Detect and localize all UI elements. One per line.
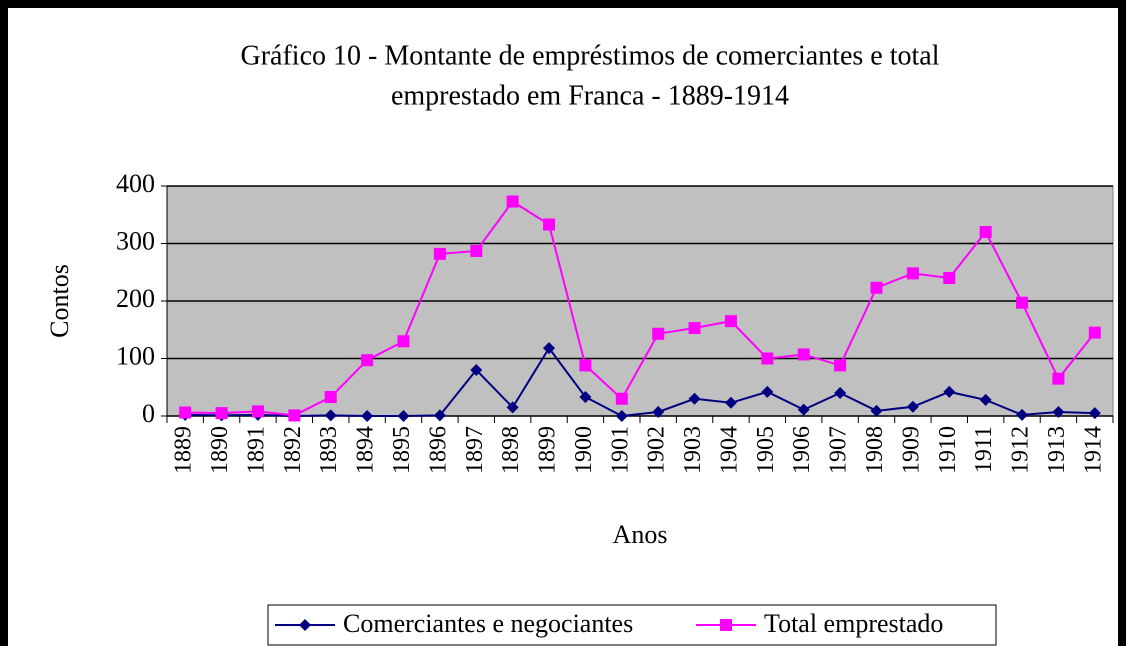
data-point: [615, 392, 628, 405]
x-tick-label: 1889: [171, 426, 197, 474]
legend: [267, 604, 997, 646]
legend-marker: [720, 619, 732, 631]
data-point: [543, 342, 556, 355]
series-line: [185, 346, 1095, 418]
x-tick-label: 1904: [716, 426, 742, 474]
x-tick-label: 1914: [1080, 426, 1106, 474]
data-point: [906, 400, 919, 413]
x-tick-label: 1897: [462, 426, 488, 474]
data-point: [397, 335, 410, 348]
x-tick-label: 1906: [789, 426, 815, 474]
x-axis-label: Anos: [613, 520, 668, 549]
y-axis-label: Contos: [45, 264, 74, 338]
x-tick-label: 1910: [935, 426, 961, 474]
data-point: [288, 409, 301, 422]
data-point: [761, 385, 774, 398]
series-line: [185, 200, 1096, 417]
x-tick-label: 1909: [898, 426, 924, 474]
data-point: [1016, 296, 1029, 309]
x-tick-label: 1898: [498, 426, 524, 474]
x-tick-label: 1913: [1044, 426, 1070, 474]
x-tick-label: 1893: [316, 426, 342, 474]
x-tick-label: 1896: [425, 426, 451, 474]
x-tick-label: 1899: [535, 426, 561, 474]
x-tick-label: 1891: [243, 426, 269, 474]
x-tick-label: 1901: [607, 426, 633, 474]
data-point: [761, 352, 774, 365]
data-point: [1052, 405, 1065, 418]
data-point: [652, 327, 665, 340]
x-tick-label: 1895: [389, 426, 415, 474]
data-point: [1088, 326, 1101, 339]
data-point: [797, 403, 810, 416]
data-point: [324, 391, 337, 404]
legend-marker: [299, 619, 311, 631]
data-point: [470, 244, 483, 257]
y-tick-label: 100: [116, 341, 155, 370]
x-tick-label: 1903: [680, 426, 706, 474]
data-point: [251, 405, 264, 418]
x-tick-label: 1912: [1008, 426, 1034, 474]
chart-title: Gráfico 10 - Montante de empréstimos de …: [241, 40, 940, 71]
data-point: [1052, 372, 1065, 385]
x-tick-label: 1892: [280, 426, 306, 474]
data-point: [906, 267, 919, 280]
data-point: [470, 364, 483, 376]
data-point: [943, 272, 956, 284]
x-tick-label: 1908: [862, 426, 888, 474]
x-tick-label: 1911: [971, 426, 997, 473]
data-point: [652, 405, 665, 418]
legend-label: Total emprestado: [764, 609, 943, 638]
data-point: [579, 391, 592, 404]
x-tick-label: 1900: [571, 426, 597, 474]
x-tick-label: 1890: [207, 426, 233, 474]
y-tick-label: 200: [116, 284, 155, 313]
data-point: [688, 322, 701, 335]
data-point: [543, 218, 556, 231]
x-tick-label: 1894: [353, 426, 379, 474]
data-point: [615, 410, 628, 422]
data-point: [1016, 408, 1029, 421]
x-tick-label: 1905: [753, 426, 779, 474]
data-point: [506, 401, 519, 414]
data-point: [215, 407, 228, 420]
data-point: [1088, 407, 1101, 420]
legend-label: Comerciantes e negociantes: [343, 609, 633, 638]
data-point: [688, 392, 701, 405]
data-point: [834, 359, 847, 372]
y-tick-label: 400: [116, 169, 155, 198]
chart-title: emprestado em Franca - 1889-1914: [391, 80, 789, 111]
data-point: [979, 226, 992, 238]
data-point: [797, 348, 810, 361]
y-tick-label: 0: [142, 399, 155, 428]
x-tick-label: 1907: [826, 426, 852, 474]
data-point: [361, 410, 374, 422]
data-point: [870, 404, 883, 417]
data-point: [724, 396, 737, 409]
data-point: [506, 195, 519, 208]
y-tick-label: 300: [116, 226, 155, 255]
data-point: [579, 359, 592, 372]
data-point: [724, 315, 737, 328]
data-point: [979, 393, 992, 406]
data-point: [433, 409, 446, 422]
data-point: [834, 387, 847, 399]
data-point: [397, 410, 410, 422]
data-point: [324, 409, 337, 422]
data-point: [870, 281, 883, 294]
data-point: [179, 406, 192, 419]
x-tick-label: 1902: [644, 426, 670, 474]
data-point: [943, 385, 956, 398]
data-point: [361, 354, 374, 367]
data-point: [433, 247, 446, 260]
